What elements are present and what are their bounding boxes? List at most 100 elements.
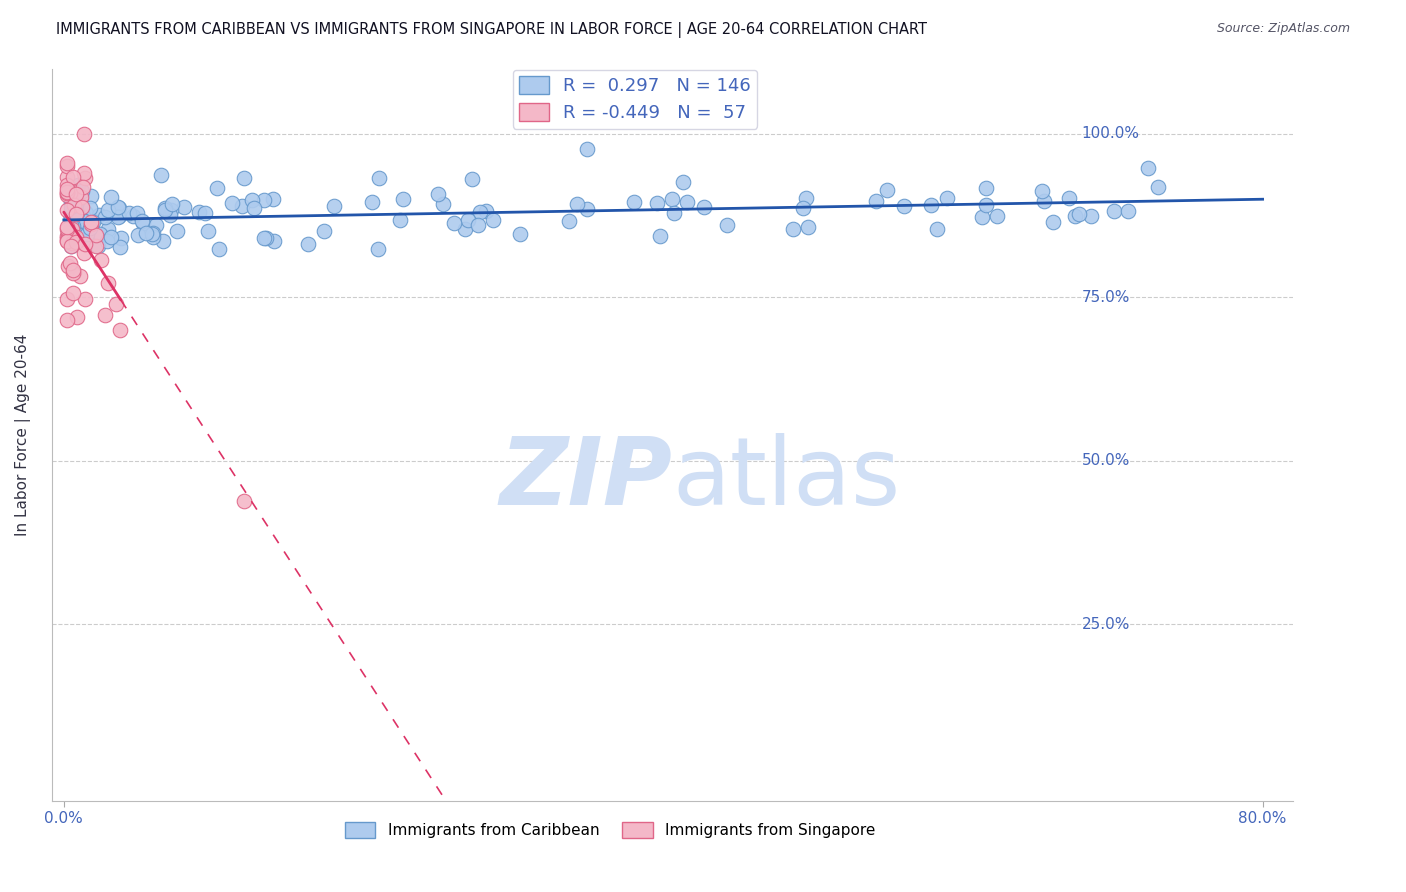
Point <box>87 239 110 253</box>
Point <box>367 242 389 256</box>
Text: 100.0%: 100.0% <box>1081 127 1140 142</box>
Point <box>925 222 948 236</box>
Point <box>432 196 454 211</box>
Text: IMMIGRANTS FROM CARIBBEAN VS IMMIGRANTS FROM SINGAPORE IN LABOR FORCE | AGE 20-6: IMMIGRANTS FROM CARIBBEAN VS IMMIGRANTS … <box>56 22 927 38</box>
Point <box>72 180 94 194</box>
Point <box>65 230 87 244</box>
Point <box>63 211 86 226</box>
Point <box>240 193 263 207</box>
Point <box>59 256 82 270</box>
Point <box>976 180 998 194</box>
Legend: Immigrants from Caribbean, Immigrants from Singapore: Immigrants from Caribbean, Immigrants fr… <box>339 816 882 845</box>
Point <box>160 197 183 211</box>
Point <box>56 230 79 244</box>
Point <box>70 200 93 214</box>
Point <box>135 226 157 240</box>
Point <box>149 169 172 183</box>
Point <box>576 143 599 157</box>
Point <box>56 156 79 170</box>
Point <box>62 169 84 184</box>
Point <box>84 227 107 242</box>
Point <box>65 186 87 201</box>
Point <box>56 234 79 248</box>
Point <box>70 189 93 203</box>
Point <box>60 219 83 233</box>
Point <box>443 216 465 230</box>
Point <box>56 202 79 217</box>
Point <box>67 178 90 193</box>
Point <box>155 203 177 218</box>
Point <box>65 235 87 249</box>
Point <box>197 224 219 238</box>
Point <box>132 216 155 230</box>
Point <box>75 234 97 248</box>
Point <box>970 211 993 225</box>
Point <box>575 202 598 217</box>
Point <box>56 219 79 234</box>
Point <box>782 222 804 236</box>
Point <box>676 195 699 210</box>
Point <box>312 224 335 238</box>
Point <box>263 234 285 248</box>
Point <box>141 230 163 244</box>
Point <box>243 201 266 215</box>
Point <box>60 191 83 205</box>
Point <box>482 212 505 227</box>
Point <box>392 192 415 206</box>
Point <box>90 253 112 268</box>
Point <box>792 201 814 215</box>
Point <box>62 198 84 212</box>
Point <box>63 265 86 279</box>
Point <box>56 178 79 192</box>
Point <box>60 184 83 198</box>
Point <box>1116 203 1139 218</box>
Point <box>253 194 276 208</box>
Point <box>84 239 107 253</box>
Point <box>794 191 817 205</box>
Point <box>65 229 87 244</box>
Point <box>974 197 997 211</box>
Point <box>1102 203 1125 218</box>
Point <box>80 188 103 202</box>
Point <box>221 195 243 210</box>
Point <box>60 226 83 240</box>
Point <box>920 198 942 212</box>
Point <box>73 127 96 141</box>
Point <box>56 234 79 248</box>
Text: atlas: atlas <box>672 433 900 524</box>
Point <box>876 183 898 197</box>
Point <box>96 277 118 291</box>
Point <box>65 223 87 237</box>
Point <box>59 186 82 200</box>
Point <box>66 201 89 215</box>
Point <box>131 214 153 228</box>
Point <box>232 494 254 508</box>
Point <box>69 268 91 283</box>
Point <box>97 202 120 217</box>
Point <box>153 201 176 215</box>
Point <box>56 170 79 185</box>
Point <box>75 212 97 227</box>
Point <box>56 188 79 202</box>
Point <box>145 218 167 232</box>
Point <box>565 197 588 211</box>
Point <box>60 201 83 215</box>
Point <box>454 222 477 236</box>
Point <box>672 175 695 189</box>
Point <box>1042 215 1064 229</box>
Point <box>110 231 132 245</box>
Point <box>80 215 103 229</box>
Point <box>60 210 83 224</box>
Point <box>94 210 117 224</box>
Point <box>262 192 284 206</box>
Point <box>60 236 83 251</box>
Point <box>60 239 83 253</box>
Text: ZIP: ZIP <box>499 433 672 524</box>
Point <box>360 194 382 209</box>
Point <box>65 202 87 216</box>
Point <box>159 208 181 222</box>
Point <box>62 266 84 280</box>
Point <box>1064 209 1087 223</box>
Point <box>160 203 183 218</box>
Text: 25.0%: 25.0% <box>1081 617 1130 632</box>
